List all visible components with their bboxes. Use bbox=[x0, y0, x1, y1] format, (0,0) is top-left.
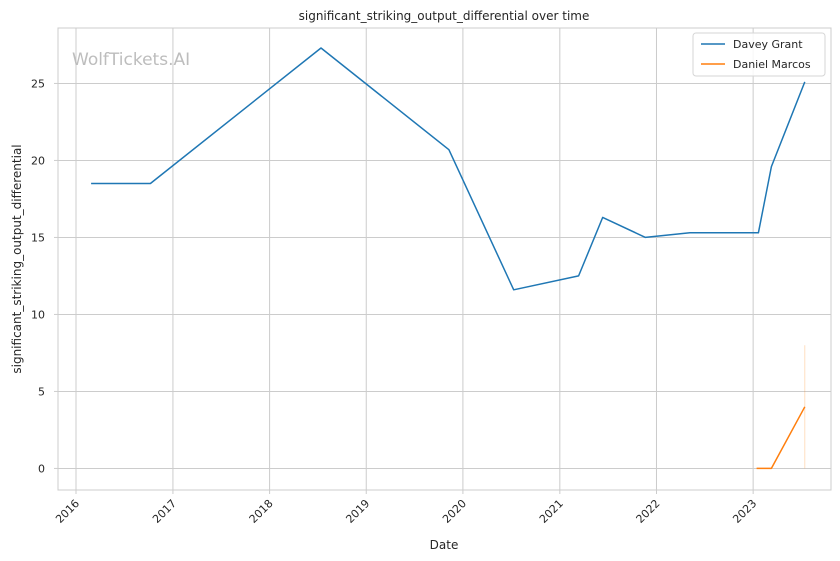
y-tick-label: 10 bbox=[31, 308, 45, 321]
chart-title: significant_striking_output_differential… bbox=[299, 9, 590, 23]
y-axis-title: significant_striking_output_differential bbox=[10, 144, 24, 373]
series-line-davey-grant bbox=[91, 47, 806, 291]
y-tick-label: 0 bbox=[38, 462, 45, 475]
grid-lines bbox=[58, 28, 831, 490]
series-line-daniel-marcos bbox=[756, 406, 806, 470]
legend-label-daniel-marcos: Daniel Marcos bbox=[733, 58, 811, 71]
legend: Davey Grant Daniel Marcos bbox=[692, 32, 826, 77]
y-tick-label: 20 bbox=[31, 154, 45, 167]
series-lines bbox=[91, 47, 806, 470]
y-tick-label: 15 bbox=[31, 231, 45, 244]
watermark-text: WolfTickets.AI bbox=[72, 50, 190, 70]
y-tick-label: 25 bbox=[31, 77, 45, 90]
legend-label-davey-grant: Davey Grant bbox=[733, 38, 803, 51]
legend-box bbox=[692, 32, 826, 77]
y-tick-label: 5 bbox=[38, 385, 45, 398]
x-axis-title: Date bbox=[430, 538, 459, 552]
plot-area-border bbox=[57, 27, 832, 491]
